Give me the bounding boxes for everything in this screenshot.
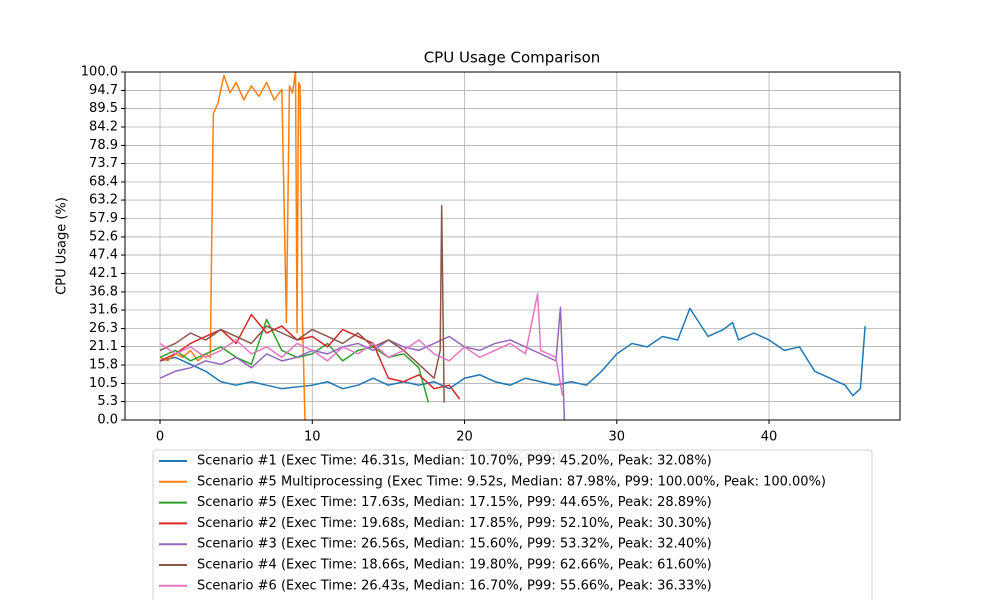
y-tick-label: 78.9 xyxy=(89,138,118,153)
legend-box xyxy=(152,449,873,600)
series-line xyxy=(159,313,461,400)
series-line xyxy=(159,204,445,403)
y-tick-label: 84.2 xyxy=(89,119,118,134)
y-axis-label: CPU Usage (%) xyxy=(55,197,70,295)
x-tick-label: 0 xyxy=(156,430,164,445)
y-tick-label: 52.6 xyxy=(89,229,118,244)
legend-label: Scenario #2 (Exec Time: 19.68s, Median: … xyxy=(197,516,712,531)
plot-frame xyxy=(124,71,901,421)
legend-label: Scenario #3 (Exec Time: 26.56s, Median: … xyxy=(197,537,712,552)
legend-label: Scenario #5 (Exec Time: 17.63s, Median: … xyxy=(197,495,712,510)
legend-label: Scenario #4 (Exec Time: 18.66s, Median: … xyxy=(197,558,712,573)
legend-label: Scenario #1 (Exec Time: 46.31s, Median: … xyxy=(197,454,712,469)
legend: Scenario #1 (Exec Time: 46.31s, Median: … xyxy=(152,449,873,600)
ticks: 0.0 5.3 10.5 15.8 21.1 26.3 31.6 36.8 42.1 47.4 52… xyxy=(81,65,778,445)
x-tick-label: 40 xyxy=(761,430,778,445)
y-tick-label: 10.5 xyxy=(89,376,118,391)
y-tick-label: 63.2 xyxy=(89,193,118,208)
y-tick-label: 0.0 xyxy=(97,413,118,428)
y-tick-label: 31.6 xyxy=(89,303,118,318)
series-line xyxy=(159,71,306,421)
legend-label: Scenario #6 (Exec Time: 26.43s, Median: … xyxy=(197,578,712,593)
y-tick-label: 5.3 xyxy=(97,394,118,409)
y-tick-label: 42.1 xyxy=(89,266,118,281)
series-line xyxy=(159,307,866,397)
y-tick-label: 89.5 xyxy=(89,101,118,116)
x-tick-label: 20 xyxy=(456,430,473,445)
chart-title: CPU Usage Comparison xyxy=(424,49,601,67)
legend-label: Scenario #5 Multiprocessing (Exec Time: … xyxy=(197,474,826,489)
y-tick-label: 21.1 xyxy=(89,339,118,354)
series-line xyxy=(159,306,566,421)
y-tick-label: 15.8 xyxy=(89,358,118,373)
x-tick-label: 30 xyxy=(609,430,626,445)
y-tick-label: 68.4 xyxy=(89,174,118,189)
x-tick-label: 10 xyxy=(304,430,321,445)
y-tick-label: 100.0 xyxy=(81,65,118,80)
y-tick-label: 57.9 xyxy=(89,211,118,226)
y-tick-label: 26.3 xyxy=(89,321,118,336)
plot-lines xyxy=(159,71,866,421)
y-tick-label: 94.7 xyxy=(89,83,118,98)
y-tick-label: 36.8 xyxy=(89,284,118,299)
y-tick-label: 47.4 xyxy=(89,248,118,263)
series-line xyxy=(159,292,564,396)
y-tick-label: 73.7 xyxy=(89,156,118,171)
